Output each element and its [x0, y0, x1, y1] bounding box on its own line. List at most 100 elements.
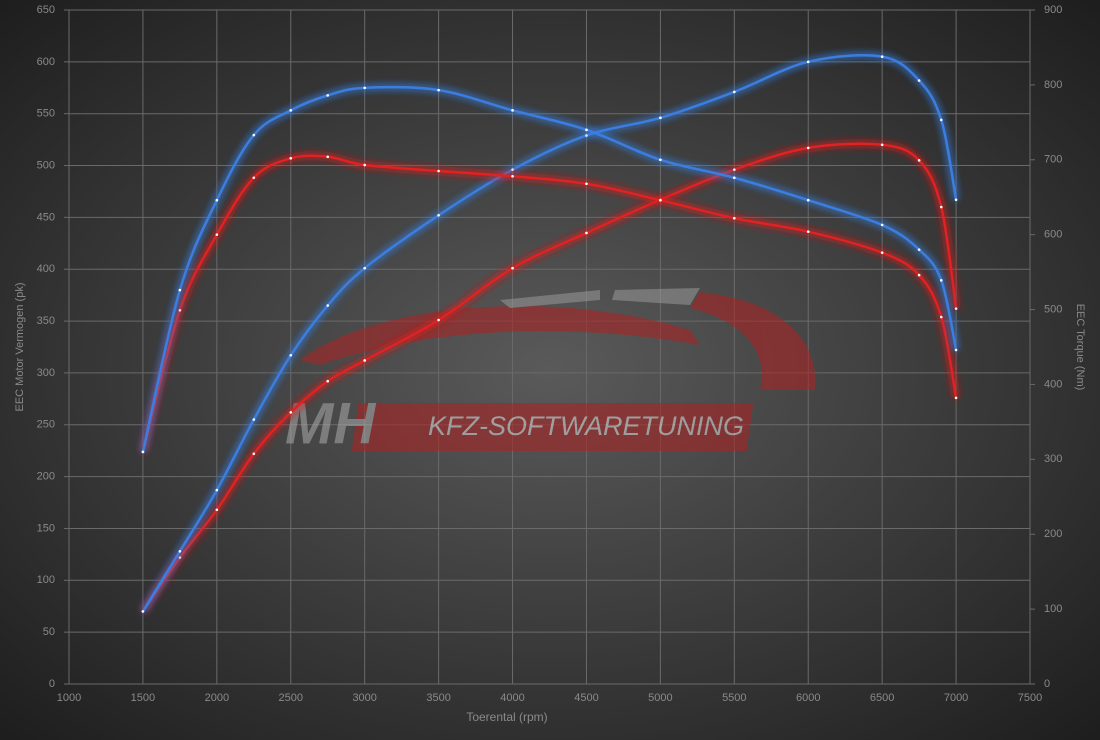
data-point — [939, 118, 943, 122]
data-point — [511, 109, 514, 112]
lines — [141, 54, 958, 613]
y-tick-label: 250 — [37, 419, 55, 431]
x-tick-label: 3500 — [426, 692, 450, 704]
y-tick-label: 550 — [37, 108, 55, 120]
x-tick-label: 2500 — [279, 692, 303, 704]
data-point — [252, 176, 256, 180]
data-point — [437, 169, 440, 173]
y-tick-label: 350 — [37, 315, 55, 327]
data-point — [289, 156, 293, 160]
data-point — [363, 86, 366, 90]
x-tick-label: 4000 — [500, 692, 524, 704]
y2-axis-label: EEC Torque (Nm) — [1074, 304, 1086, 391]
series-line — [141, 142, 958, 613]
data-point — [178, 549, 182, 553]
data-point — [585, 231, 588, 235]
data-point — [806, 198, 810, 202]
data-point — [289, 353, 293, 357]
series-line — [141, 154, 958, 453]
data-point — [215, 198, 219, 202]
x-tick-label: 1500 — [131, 692, 155, 704]
y-tick-label: 300 — [37, 367, 55, 379]
data-point — [363, 359, 366, 362]
x-tick-label: 6500 — [870, 692, 894, 704]
data-point — [511, 266, 514, 270]
y-tick-label: 600 — [37, 56, 55, 68]
data-point — [659, 198, 662, 202]
data-point — [178, 288, 182, 292]
data-point — [585, 134, 588, 137]
data-point — [511, 168, 514, 171]
x-tick-label: 7000 — [944, 692, 968, 704]
y2-tick-label: 300 — [1044, 453, 1062, 465]
y-axis-label: EEC Motor Vermogen (pk) — [14, 283, 26, 412]
data-point — [326, 155, 330, 159]
x-tick-label: 7500 — [1018, 692, 1042, 704]
data-point — [733, 216, 736, 220]
x-tick-label: 5000 — [648, 692, 672, 704]
data-point — [363, 266, 366, 270]
y2-tick-label: 400 — [1044, 378, 1062, 390]
data-point — [326, 379, 330, 383]
data-point — [880, 223, 884, 227]
x-tick-label: 2000 — [205, 692, 229, 704]
y-tick-label: 150 — [37, 522, 55, 534]
data-point — [511, 174, 514, 178]
data-point — [363, 163, 366, 167]
x-tick-label: 3000 — [352, 692, 376, 704]
data-point — [954, 198, 958, 202]
y2-tick-label: 0 — [1044, 678, 1050, 690]
y2-tick-label: 100 — [1044, 603, 1062, 615]
data-point — [585, 128, 588, 132]
data-point — [939, 205, 943, 209]
logo-text: KFZ-SOFTWARETUNING — [428, 411, 744, 441]
data-point — [917, 159, 921, 162]
data-point — [289, 411, 293, 414]
data-point — [917, 248, 921, 251]
y2-tick-label: 800 — [1044, 79, 1062, 91]
data-point — [806, 60, 810, 64]
x-tick-label: 5500 — [722, 692, 746, 704]
x-tick-label: 1000 — [57, 692, 81, 704]
logo-car-window — [500, 288, 700, 308]
data-point — [733, 168, 736, 171]
data-point — [917, 273, 921, 277]
data-point — [215, 488, 219, 492]
y-tick-label: 450 — [37, 211, 55, 223]
y2-tick-label: 200 — [1044, 528, 1062, 540]
data-point — [437, 318, 440, 322]
data-point — [141, 450, 145, 454]
data-point — [806, 230, 810, 233]
y2-tick-label: 500 — [1044, 303, 1062, 315]
y-tick-label: 400 — [37, 263, 55, 275]
x-tick-label: 6000 — [796, 692, 820, 704]
data-point — [178, 556, 182, 559]
data-point — [733, 90, 736, 94]
data-point — [252, 133, 256, 137]
x-tick-label: 4500 — [574, 692, 598, 704]
data-point — [939, 315, 943, 319]
data-point — [880, 251, 884, 254]
data-point — [954, 396, 958, 400]
y2-tick-label: 600 — [1044, 229, 1062, 241]
y2-tick-label: 700 — [1044, 154, 1062, 166]
logo-car-rear — [690, 292, 816, 390]
data-point — [806, 146, 810, 150]
x-axis-label: Toerental (rpm) — [466, 710, 547, 724]
logo-band — [351, 403, 754, 451]
y-tick-label: 500 — [37, 159, 55, 171]
data-point — [954, 307, 958, 310]
data-point — [326, 94, 330, 97]
data-point — [939, 279, 943, 282]
logo-mh: MH — [285, 391, 376, 456]
y2-tick-label: 900 — [1044, 4, 1062, 16]
data-point — [252, 452, 256, 456]
data-point — [178, 309, 182, 312]
y-tick-label: 200 — [37, 471, 55, 483]
data-point — [880, 143, 884, 147]
y-tick-label: 100 — [37, 574, 55, 586]
logo-car — [300, 306, 700, 365]
data-point — [917, 79, 921, 82]
